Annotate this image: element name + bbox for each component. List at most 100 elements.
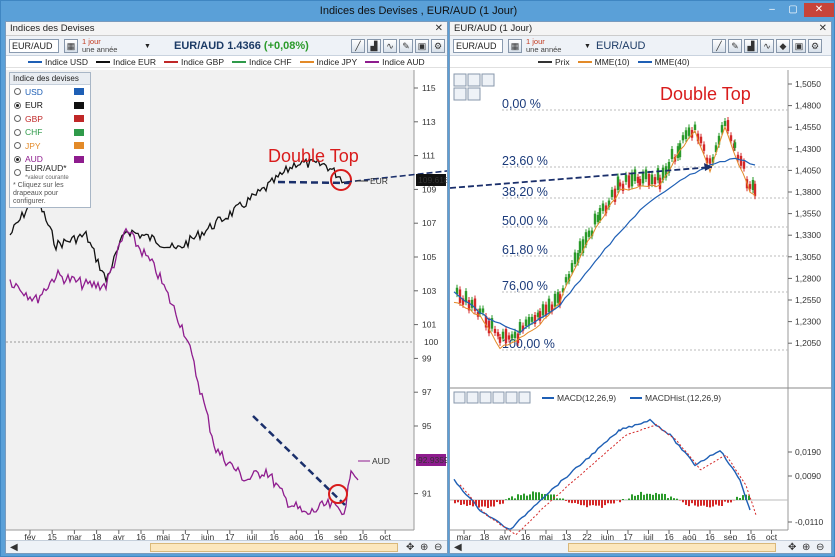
macd-image-icon[interactable] (505, 391, 518, 404)
period-selector[interactable]: 1 jour une année (526, 38, 561, 54)
histogram-bar (709, 500, 711, 508)
y-tick-label: 1,4550 (795, 122, 821, 132)
horizontal-scrollbar[interactable]: ◀ ✥ ⊕ ⊖ (6, 540, 447, 553)
pair-row[interactable]: EUR/AUD* *valeur courante (10, 164, 90, 181)
histogram-bar (628, 498, 630, 500)
scroll-thumb[interactable] (568, 543, 776, 552)
flag-icon[interactable] (74, 155, 84, 163)
link-arrow (345, 170, 447, 183)
legend-item[interactable]: Indice EUR (96, 56, 156, 67)
macd-indicator-icon[interactable] (492, 391, 505, 404)
period-selector[interactable]: 1 jour une année (82, 38, 117, 54)
currency-row-usd[interactable]: USD (10, 85, 90, 99)
tools-icon[interactable]: ✎ (399, 39, 413, 53)
candle-body (616, 176, 620, 190)
flag-icon[interactable] (74, 101, 84, 109)
histogram-bar (469, 500, 471, 506)
indicator-icon[interactable]: ∿ (760, 39, 774, 53)
currency-radio[interactable] (14, 142, 21, 150)
cursor-tool-icon[interactable] (467, 87, 481, 101)
move-tool-icon[interactable] (453, 87, 467, 101)
off-tool-icon[interactable] (481, 73, 495, 87)
chart-type-icon[interactable]: ▟ (744, 39, 758, 53)
chart-type-icon[interactable]: ▟ (367, 39, 381, 53)
calendar-icon[interactable]: ▦ (64, 39, 78, 53)
legend-item[interactable]: Indice CHF (232, 56, 292, 67)
histogram-bar (619, 500, 621, 503)
flag-icon[interactable] (74, 142, 84, 150)
tools-icon[interactable]: ✎ (728, 39, 742, 53)
currency-row-jpy[interactable]: JPY (10, 139, 90, 153)
legend-swatch (232, 60, 246, 63)
chevron-down-icon[interactable]: ▼ (584, 43, 591, 50)
histogram-bar (529, 494, 531, 500)
horizontal-scrollbar[interactable]: ◀ ✥ ⊕ ⊖ (450, 540, 831, 553)
calendar-icon[interactable]: ▦ (508, 39, 522, 53)
currency-row-gbp[interactable]: GBP (10, 112, 90, 126)
pair-radio[interactable] (14, 169, 21, 177)
currency-radio[interactable] (14, 115, 21, 123)
histogram-bar (517, 494, 519, 500)
macd-draw-icon[interactable] (453, 391, 466, 404)
chevron-down-icon[interactable]: ▼ (144, 43, 151, 50)
maximize-button[interactable]: ▢ (788, 4, 798, 15)
legend-item[interactable]: Prix (538, 56, 570, 67)
currency-row-eur[interactable]: EUR (10, 99, 90, 113)
settings-icon[interactable]: ⚙ (431, 39, 445, 53)
x-tick-label: 16 (705, 532, 715, 542)
period-line-1: 1 jour (82, 37, 101, 46)
candle-body (693, 124, 697, 131)
image-icon[interactable]: ▣ (792, 39, 806, 53)
image-icon[interactable]: ▣ (415, 39, 429, 53)
legend-swatch (365, 60, 380, 63)
indicator-icon[interactable]: ∿ (383, 39, 397, 53)
draw-line-icon[interactable]: ╱ (351, 39, 365, 53)
legend-item[interactable]: Indice GBP (164, 56, 224, 67)
legend-item[interactable]: MME(10) (577, 56, 630, 67)
draw-line-icon[interactable]: ╱ (712, 39, 726, 53)
candle-body (748, 184, 752, 189)
eur-aud-chart[interactable]: 1,5050 1,4800 1,4550 1,4300 1,4050 1,3800 1,35… (450, 70, 832, 542)
macd-tools-icon[interactable] (466, 391, 479, 404)
macd-close-icon[interactable] (518, 391, 531, 404)
flag-icon[interactable] (74, 128, 84, 136)
legend-item[interactable]: MME(40) (637, 56, 690, 67)
scroll-left-icon[interactable]: ◀ (454, 542, 462, 553)
histogram-bar (727, 500, 729, 503)
bar-tool-icon[interactable] (453, 73, 467, 87)
symbol-input[interactable]: EUR/AUD (9, 39, 59, 53)
currency-row-aud[interactable]: AUD (10, 153, 90, 167)
close-button[interactable]: ✕ (804, 3, 834, 17)
minimize-button[interactable]: – (769, 4, 775, 15)
ohlc-tool-icon[interactable] (467, 73, 481, 87)
settings-icon[interactable]: ⚙ (808, 39, 822, 53)
zoom-in-icon[interactable]: ⊕ (802, 542, 811, 553)
currency-radio[interactable] (14, 88, 21, 96)
legend-item[interactable]: Indice JPY (299, 56, 357, 67)
move-icon[interactable]: ✥ (788, 542, 797, 553)
zoom-out-icon[interactable]: ⊖ (434, 542, 443, 553)
zoom-in-icon[interactable]: ⊕ (420, 542, 429, 553)
currency-row-chf[interactable]: CHF (10, 126, 90, 140)
highlighter-icon[interactable]: ◆ (776, 39, 790, 53)
flag-icon[interactable] (74, 115, 84, 123)
x-tick-label: 15 (47, 532, 57, 542)
macd-chart-icon[interactable] (479, 391, 492, 404)
pane-close-icon[interactable]: ✕ (434, 23, 443, 34)
currency-radio[interactable] (14, 155, 21, 163)
legend-item[interactable]: Indice AUD (365, 56, 425, 67)
pane-close-icon[interactable]: ✕ (818, 23, 827, 34)
currency-radio[interactable] (14, 101, 21, 109)
currency-radio[interactable] (14, 128, 21, 136)
histogram-bar (580, 500, 582, 506)
legend-item[interactable]: Indice USD (28, 56, 88, 67)
symbol-input[interactable]: EUR/AUD (453, 39, 503, 53)
scroll-thumb[interactable] (150, 543, 398, 552)
y-tick-label: 109 (422, 184, 436, 194)
arrow-head-icon (704, 163, 712, 171)
zoom-out-icon[interactable]: ⊖ (816, 542, 825, 553)
chart-legend: Prix MME(10) MME(40) (450, 56, 831, 68)
scroll-left-icon[interactable]: ◀ (10, 542, 18, 553)
move-icon[interactable]: ✥ (406, 542, 415, 553)
flag-icon[interactable] (74, 88, 84, 96)
